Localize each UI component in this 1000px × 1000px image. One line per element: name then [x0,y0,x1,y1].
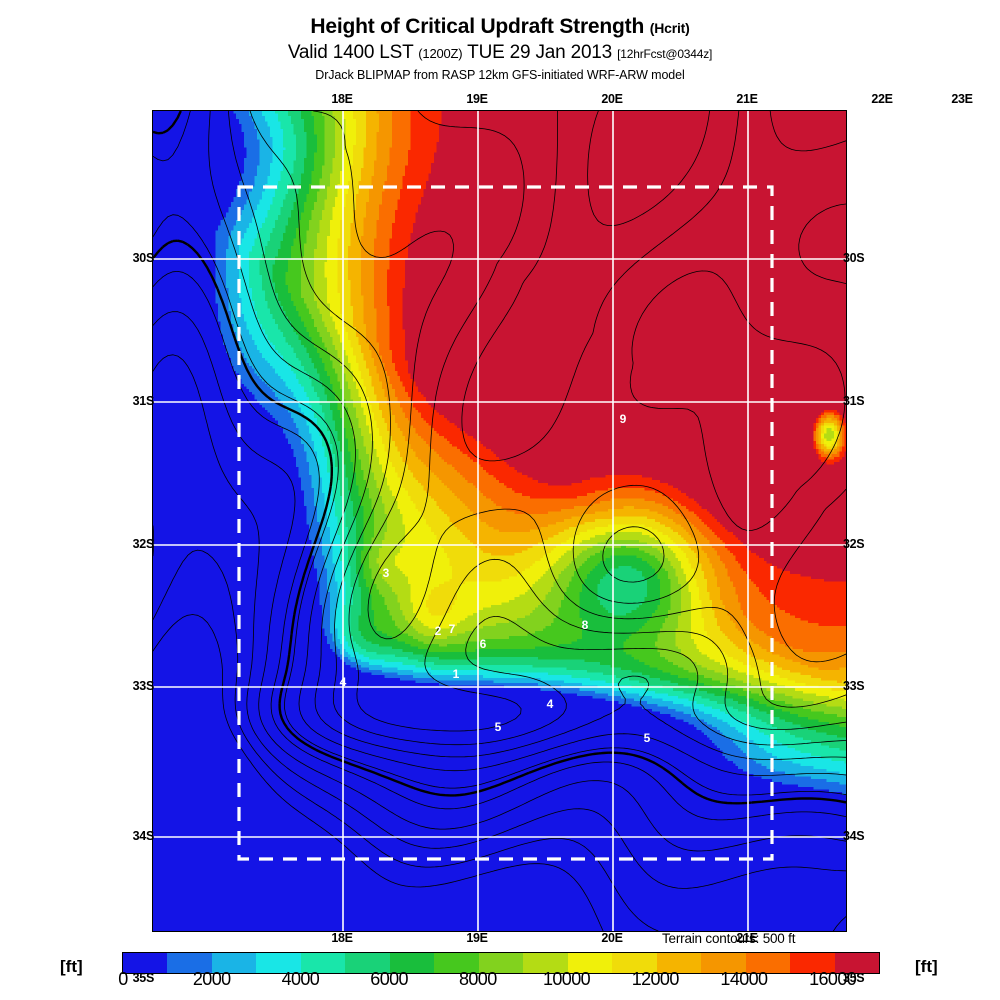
colorbar-band-4000 [300,953,346,973]
lat-tick-left-34S: 34S [132,829,155,843]
lat-tick-left-33S: 33S [132,679,155,693]
lat-tick-left-30S: 30S [132,251,155,265]
colorbar-tick-0: 0 [118,969,128,989]
contour-label-9: 9 [620,412,627,426]
colorbar-band-2000 [211,953,257,973]
colorbar-tick-16000: 16000 [809,969,857,989]
lon-tick-top-19E: 19E [466,92,488,106]
colorbar-units-right: [ft] [915,957,938,976]
colorbar-band-11000 [612,953,657,973]
colorbar-band-16000 [834,953,879,973]
lat-tick-left-31S: 31S [132,394,155,408]
lat-tick-right-32S: 32S [843,537,865,551]
page-title-main: Height of Critical Updraft Strength [310,15,645,38]
lat-tick-right-35S: 35S [843,971,865,985]
contour-label-2: 2 [435,624,442,638]
valid-utc-time: (1200Z) [418,46,463,61]
colorbar-band-1000 [167,953,212,973]
contour-label-5: 5 [495,720,502,734]
valid-time-line: Valid 1400 LST (1200Z) TUE 29 Jan 2013 [… [0,41,1000,66]
colorbar-band-9000 [523,953,568,973]
colorbar[interactable] [122,952,880,974]
colorbar-band-0 [123,953,168,973]
model-source-line: DrJack BLIPMAP from RASP 12km GFS-initia… [315,68,685,82]
colorbar-tick-12000: 12000 [631,969,680,989]
lat-tick-right-30S: 30S [843,251,865,265]
coastline [153,111,846,805]
contour-label-6: 6 [480,637,487,651]
contour-label-7: 7 [449,622,456,636]
lat-tick-right-34S: 34S [843,829,865,843]
valid-date: TUE 29 Jan 2013 [467,42,613,63]
page-title: Height of Critical Updraft Strength (Hcr… [0,14,1000,41]
colorbar-band-8000 [478,953,524,973]
lon-tick-bottom-20E: 20E [601,931,623,945]
contour-label-4: 4 [547,697,554,711]
lon-tick-bottom-19E: 19E [466,931,488,945]
colorbar-tick-6000: 6000 [370,969,408,989]
valid-local-time: Valid 1400 LST [287,42,414,63]
forecast-hour: [12hrFcst@0344z] [617,47,713,61]
lat-tick-right-31S: 31S [843,394,865,408]
page-title-param: (Hcrit) [649,20,690,36]
contour-label-1: 1 [453,667,460,681]
lon-tick-bottom-21E: 21E [736,931,758,945]
lat-tick-left-35S: 35S [132,971,155,985]
title-block: Height of Critical Updraft Strength (Hcr… [0,14,1000,84]
lon-tick-top-23E: 23E [951,92,973,106]
colorbar-band-3000 [256,953,301,973]
contour-label-8: 8 [582,618,589,632]
contour-labels: 9 3 2 7 6 1 4 8 5 4 5 [340,412,651,745]
lon-tick-top-22E: 22E [871,92,893,106]
colorbar-band-10000 [567,953,613,973]
lon-tick-top-21E: 21E [736,92,758,106]
terrain-contour-note: Terrain contours: 500 ft [662,931,796,946]
contour-label-5: 5 [644,731,651,745]
contour-label-3: 3 [383,566,390,580]
contour-label-4: 4 [340,675,347,689]
colorbar-tick-8000: 8000 [458,969,497,989]
colorbar-tick-2000: 2000 [192,969,231,989]
colorbar-band-12000 [656,953,702,973]
graticule [153,111,846,931]
colorbar-band-13000 [701,953,746,973]
hcrit-colour-fill [153,111,846,931]
map-contour-field: 9 3 2 7 6 1 4 8 5 4 5 [153,111,846,931]
colorbar-band-6000 [389,953,435,973]
colorbar-tick-4000: 4000 [281,969,320,989]
lat-tick-right-33S: 33S [843,679,865,693]
terrain-contours [153,111,846,931]
colorbar-band-7000 [434,953,479,973]
subdomain-box [237,185,774,861]
colorbar-tick-10000: 10000 [542,969,591,989]
colorbar-tick-14000: 14000 [720,969,768,989]
colorbar-band-15000 [790,953,835,973]
lon-tick-top-20E: 20E [601,92,623,106]
lat-tick-left-32S: 32S [132,537,155,551]
colorbar-band-14000 [745,953,791,973]
colorbar-units-left: [ft] [60,957,83,976]
colorbar-band-5000 [345,953,390,973]
lon-tick-bottom-18E: 18E [331,931,353,945]
lon-tick-top-18E: 18E [331,92,353,106]
